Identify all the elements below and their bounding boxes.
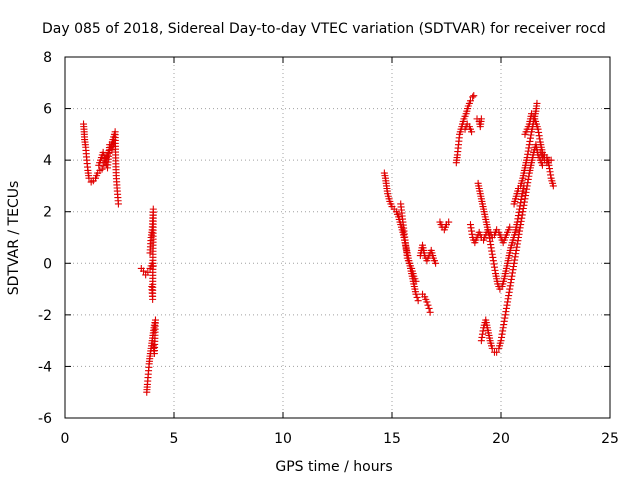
data-point — [114, 200, 122, 208]
x-tick-label: 10 — [274, 431, 292, 447]
data-point — [493, 348, 501, 356]
data-point — [100, 152, 108, 160]
data-point — [549, 182, 557, 190]
data-point — [425, 304, 433, 312]
data-point — [533, 99, 541, 107]
data-point — [468, 128, 476, 136]
data-point — [424, 301, 432, 309]
x-tick-label: 0 — [61, 431, 70, 447]
data-point — [101, 155, 109, 163]
data-point — [477, 115, 485, 123]
data-point — [412, 277, 420, 285]
y-tick-label: 6 — [43, 102, 52, 118]
y-tick-label: -6 — [38, 411, 52, 427]
chart-title: Day 085 of 2018, Sidereal Day-to-day VTE… — [42, 21, 606, 37]
y-tick-label: -2 — [38, 308, 52, 324]
ticks-layer: 0 5 10 15 20 25 -6 -4 -2 0 2 4 6 8 — [38, 50, 619, 447]
plot-frame — [64, 56, 611, 419]
data-point — [506, 223, 514, 231]
grid-layer — [65, 57, 610, 418]
data-point — [85, 174, 93, 182]
data-point — [414, 297, 422, 305]
data-point — [109, 143, 117, 151]
data-point — [98, 165, 106, 173]
y-tick-label: 8 — [43, 50, 52, 66]
x-tick-label: 25 — [601, 431, 619, 447]
marks-layer — [80, 92, 557, 396]
data-point — [149, 342, 157, 350]
data-point — [99, 148, 107, 156]
y-axis-title: SDTVAR / TECUs — [6, 181, 22, 296]
data-point — [110, 139, 118, 147]
data-point — [423, 298, 431, 306]
y-tick-label: 2 — [43, 205, 52, 221]
data-point — [538, 161, 546, 169]
data-point — [445, 218, 453, 226]
x-tick-label: 5 — [170, 431, 179, 447]
data-point — [413, 293, 421, 301]
x-tick-label: 20 — [492, 431, 510, 447]
data-point — [466, 97, 474, 105]
data-point — [488, 344, 496, 352]
y-tick-label: 0 — [43, 256, 52, 272]
y-tick-label: 4 — [43, 153, 52, 169]
data-point — [139, 267, 147, 275]
data-point — [412, 290, 420, 298]
y-tick-label: -4 — [38, 359, 52, 375]
data-point — [432, 259, 440, 267]
data-point — [99, 162, 107, 170]
x-tick-label: 15 — [383, 431, 401, 447]
data-point — [108, 146, 116, 154]
x-axis-title: GPS time / hours — [275, 459, 392, 475]
data-point — [148, 282, 156, 290]
data-point — [426, 308, 434, 316]
data-point — [469, 93, 477, 101]
data-point — [470, 92, 478, 100]
